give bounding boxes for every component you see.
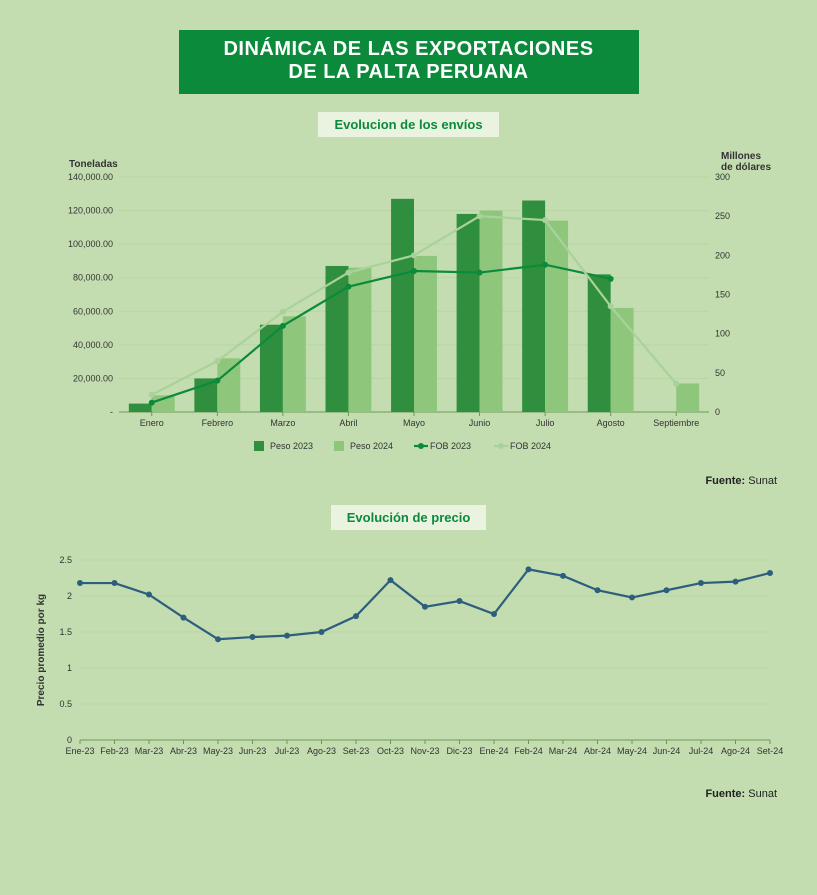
svg-text:250: 250: [715, 211, 730, 221]
chart2-source: Fuente: Sunat: [30, 788, 787, 800]
svg-text:Set-23: Set-23: [343, 746, 370, 756]
bar-peso2024: [414, 256, 437, 412]
svg-text:100: 100: [715, 329, 730, 339]
svg-text:Toneladas: Toneladas: [69, 159, 118, 170]
shipments-chart: ToneladasMillonesde dólares-20,000.0040,…: [39, 147, 779, 467]
title-line-2: DE LA PALTA PERUANA: [193, 61, 625, 84]
bar-peso2024: [348, 268, 371, 412]
svg-text:Ago-23: Ago-23: [307, 746, 336, 756]
svg-text:Dic-23: Dic-23: [446, 746, 472, 756]
svg-text:Mar-24: Mar-24: [549, 746, 578, 756]
chart2-holder: Precio promedio por kg 0 0.5 1 1.5 2 2.5 Ene-23…: [30, 540, 787, 780]
svg-text:0: 0: [67, 735, 72, 745]
bar-peso2024: [479, 211, 502, 412]
svg-text:Julio: Julio: [535, 418, 554, 428]
infographic-page: DINÁMICA DE LAS EXPORTACIONES DE LA PALT…: [0, 0, 817, 895]
bar-peso2024: [545, 221, 568, 412]
svg-text:0: 0: [715, 407, 720, 417]
bar-peso2023: [587, 274, 610, 412]
svg-text:Enero: Enero: [139, 418, 163, 428]
svg-text:Mar-23: Mar-23: [135, 746, 164, 756]
svg-text:May-23: May-23: [203, 746, 233, 756]
chart2-subtitle-wrap: Evolución de precio: [30, 505, 787, 540]
svg-text:Nov-23: Nov-23: [410, 746, 439, 756]
bar-peso2023: [391, 199, 414, 412]
bar-peso2024: [676, 383, 699, 412]
svg-text:-: -: [110, 407, 113, 417]
svg-text:FOB 2024: FOB 2024: [510, 441, 551, 451]
source-label-1: Fuente:: [705, 475, 745, 487]
chart1-legend: Peso 2023 Peso 2024 FOB 2023 FOB 2024: [254, 441, 551, 451]
svg-text:1.5: 1.5: [59, 627, 72, 637]
svg-text:FOB 2023: FOB 2023: [430, 441, 471, 451]
svg-text:120,000.00: 120,000.00: [67, 206, 112, 216]
bar-peso2023: [259, 325, 282, 412]
svg-text:2.5: 2.5: [59, 555, 72, 565]
svg-text:Febrero: Febrero: [201, 418, 233, 428]
svg-text:0.5: 0.5: [59, 699, 72, 709]
svg-text:60,000.00: 60,000.00: [72, 306, 112, 316]
svg-text:Peso 2024: Peso 2024: [350, 441, 393, 451]
svg-text:Jul-24: Jul-24: [689, 746, 714, 756]
svg-text:Ene-24: Ene-24: [479, 746, 508, 756]
chart1-subtitle-wrap: Evolucion de los envíos: [30, 112, 787, 147]
bar-peso2023: [456, 214, 479, 412]
svg-text:Feb-23: Feb-23: [100, 746, 129, 756]
svg-text:Abr-24: Abr-24: [584, 746, 611, 756]
svg-text:Abril: Abril: [339, 418, 357, 428]
svg-text:200: 200: [715, 250, 730, 260]
svg-text:Precio promedio por kg: Precio promedio por kg: [36, 594, 47, 706]
bar-peso2023: [128, 404, 151, 412]
svg-text:Ene-23: Ene-23: [65, 746, 94, 756]
svg-text:Jul-23: Jul-23: [275, 746, 300, 756]
chart1-source: Fuente: Sunat: [30, 475, 787, 487]
svg-text:20,000.00: 20,000.00: [72, 373, 112, 383]
svg-text:Septiembre: Septiembre: [653, 418, 699, 428]
bar-peso2024: [217, 358, 240, 412]
bar-peso2024: [610, 308, 633, 412]
svg-text:Millones: Millones: [721, 151, 761, 162]
svg-text:Set-24: Set-24: [757, 746, 784, 756]
svg-text:40,000.00: 40,000.00: [72, 340, 112, 350]
svg-text:Abr-23: Abr-23: [170, 746, 197, 756]
svg-text:Ago-24: Ago-24: [721, 746, 750, 756]
svg-text:Mayo: Mayo: [402, 418, 424, 428]
svg-text:May-24: May-24: [617, 746, 647, 756]
chart1-holder: ToneladasMillonesde dólares-20,000.0040,…: [30, 147, 787, 467]
svg-text:Jun-24: Jun-24: [653, 746, 681, 756]
bar-peso2023: [522, 201, 545, 413]
chart2-subtitle: Evolución de precio: [331, 505, 487, 530]
svg-text:Oct-23: Oct-23: [377, 746, 404, 756]
source-label-2: Fuente:: [705, 788, 745, 800]
svg-text:100,000.00: 100,000.00: [67, 239, 112, 249]
svg-text:Jun-23: Jun-23: [239, 746, 267, 756]
svg-text:80,000.00: 80,000.00: [72, 273, 112, 283]
source-value-1: Sunat: [748, 475, 777, 487]
svg-text:1: 1: [67, 663, 72, 673]
svg-text:50: 50: [715, 368, 725, 378]
bar-peso2024: [282, 316, 305, 412]
svg-text:Peso 2023: Peso 2023: [270, 441, 313, 451]
svg-text:150: 150: [715, 290, 730, 300]
svg-text:Feb-24: Feb-24: [514, 746, 543, 756]
svg-text:Junio: Junio: [468, 418, 490, 428]
price-chart: Precio promedio por kg 0 0.5 1 1.5 2 2.5 Ene-23…: [30, 540, 787, 780]
chart1-subtitle: Evolucion de los envíos: [318, 112, 498, 137]
source-value-2: Sunat: [748, 788, 777, 800]
svg-text:Marzo: Marzo: [270, 418, 295, 428]
svg-text:300: 300: [715, 172, 730, 182]
title-line-1: DINÁMICA DE LAS EXPORTACIONES: [193, 38, 625, 61]
svg-text:Agosto: Agosto: [596, 418, 624, 428]
main-title: DINÁMICA DE LAS EXPORTACIONES DE LA PALT…: [179, 30, 639, 94]
svg-text:2: 2: [67, 591, 72, 601]
svg-text:140,000.00: 140,000.00: [67, 172, 112, 182]
